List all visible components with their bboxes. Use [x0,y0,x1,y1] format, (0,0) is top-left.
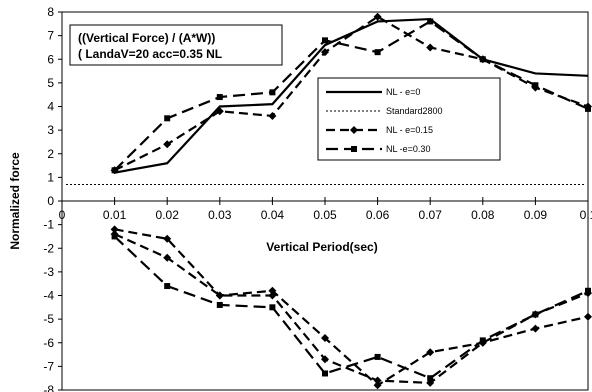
legend-entry: NL -e=0.30 [326,144,430,154]
y-tick-label: 3 [47,123,54,137]
legend-label: NL - e=0 [386,87,420,97]
series-negative-point [268,291,277,300]
x-tick-label: 0.08 [471,208,495,222]
y-tick-label: 7 [47,29,54,43]
series-point [163,140,172,149]
series-negative-point [321,355,329,364]
y-tick-label: 8 [47,5,54,19]
x-tick-label: 0.01 [103,208,127,222]
x-tick-label: 0 [59,208,66,222]
x-tick-label: 0.06 [366,208,390,222]
legend-marker [351,146,357,152]
series-point [532,82,539,89]
annotation-line-2: ( LandaV=20 acc=0.35 NL [78,47,222,61]
series-line [114,15,589,172]
series-negative-point [268,286,277,295]
annotation-box [69,24,283,66]
series-negative-point [584,312,592,321]
series-negative-point [269,304,276,311]
series-negative-point [110,225,119,234]
series-point [426,43,435,52]
y-tick-label: 4 [47,100,54,114]
legend-label: NL - e=0.15 [386,125,433,135]
series-negative-point [163,234,172,243]
series-point [269,89,276,96]
y-tick-label: -2 [43,241,54,255]
series-3 [111,18,591,174]
x-ticks: 0 0.01 0.02 0.03 0.04 0.05 0.06 0.07 0.08 0.09 0.1 [59,197,592,222]
legend-entry: Standard2800 [326,106,443,116]
series-negative-point [216,301,223,308]
series-negative-point [163,253,172,262]
legend-marker [350,126,358,134]
series-negative-point [164,283,171,290]
series-point [164,115,171,122]
series-point [268,111,277,120]
series-negative-2 [111,233,591,382]
legend: NL - e=0 Standard2800 NL - e=0.15 NL -e=0.3… [317,77,501,161]
series-negative-point [427,375,434,382]
y-tick-label: -8 [43,383,54,392]
series-negative-point [479,337,486,344]
series-negative-line [113,235,589,380]
x-axis-label: Vertical Period(sec) [266,240,377,254]
x-tick-label: 0.1 [580,208,592,222]
y-ticks: -8 -7 -6 -5 -4 -3 -2 -1 0 1 2 3 4 5 6 7 8 [43,5,62,392]
x-tick-label: 0.04 [261,208,285,222]
series-layer [66,12,592,390]
series-negative-point [374,353,381,360]
series-point [111,167,118,174]
series-point [216,94,223,101]
legend-label: Standard2800 [386,106,443,116]
series-negative-line [114,228,589,387]
series-point [321,48,329,57]
series-negative-point [321,334,329,343]
series-negative-point [426,348,435,357]
legend-label: NL -e=0.30 [386,144,430,154]
series-negative-point [111,233,118,240]
series-negative-point [373,376,382,385]
y-tick-label: -3 [43,265,54,279]
series-negative-point [585,287,591,294]
series-negative-point [322,370,328,377]
legend-entry: NL - e=0.15 [326,125,433,135]
y-tick-label: -4 [43,289,54,303]
y-tick-label: -1 [43,218,54,232]
x-tick-label: 0.05 [313,208,337,222]
y-tick-label: 6 [47,52,54,66]
series-negative-point [215,291,224,300]
annotation-line-1: ((Vertical Force) / (A*W)) [78,31,215,45]
series-point [374,49,381,56]
y-axis-label: Normalized force [8,152,22,250]
series-point [215,107,224,116]
x-tick-label: 0.03 [208,208,232,222]
y-tick-label: -6 [43,336,54,350]
x-tick-label: 0.02 [156,208,180,222]
series-point [585,105,591,112]
series-negative-point [531,324,540,333]
x-tick-label: 0.09 [524,208,548,222]
series-point [427,18,434,25]
y-tick-label: 2 [47,147,54,161]
series-negative-point [532,311,539,318]
legend-entry: NL - e=0 [326,87,420,97]
series-point [479,56,486,63]
y-tick-label: -5 [43,312,54,326]
y-tick-label: -7 [43,359,54,373]
y-tick-label: 1 [47,170,54,184]
y-tick-label: 5 [47,76,54,90]
series-point [373,12,382,21]
y-tick-label: 0 [47,194,54,208]
series-negative-point [373,381,382,390]
x-tick-label: 0.07 [419,208,443,222]
series-point [322,37,328,44]
